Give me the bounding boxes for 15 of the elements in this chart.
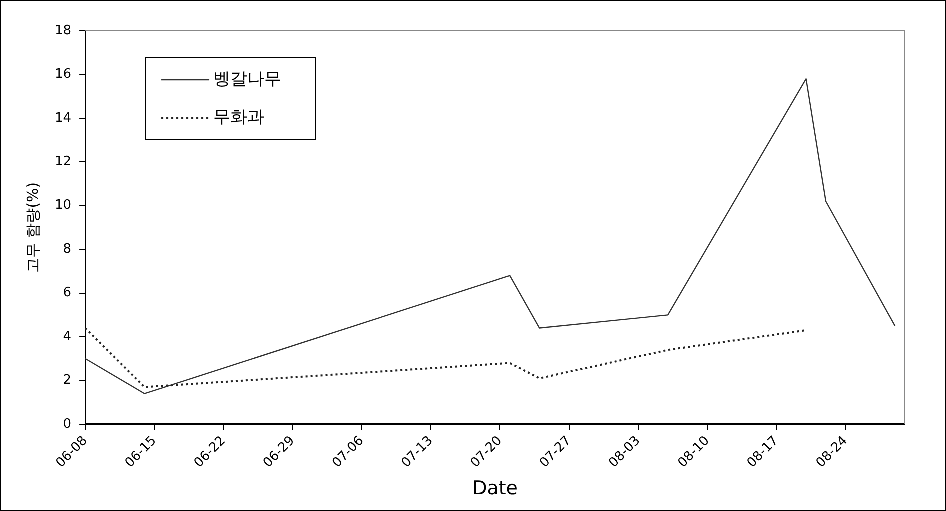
- legend-label: 벵갈나무: [214, 69, 282, 90]
- y-tick-label: 16: [54, 67, 72, 82]
- y-axis-title: 고무 함량(%): [24, 182, 42, 274]
- y-tick-label: 18: [54, 23, 72, 38]
- y-tick-label: 12: [54, 154, 72, 170]
- y-tick-label: 4: [63, 329, 72, 344]
- y-tick-label: 8: [63, 242, 72, 257]
- line-series: [86, 327, 808, 388]
- y-tick-label: 10: [54, 198, 72, 214]
- y-tick-label: 2: [63, 373, 72, 388]
- y-tick-label: 0: [63, 416, 72, 432]
- y-tick-label: 6: [63, 286, 72, 301]
- y-tick-label: 14: [54, 110, 72, 126]
- legend-label: 무화과: [214, 107, 265, 128]
- x-axis-title: Date: [472, 478, 518, 500]
